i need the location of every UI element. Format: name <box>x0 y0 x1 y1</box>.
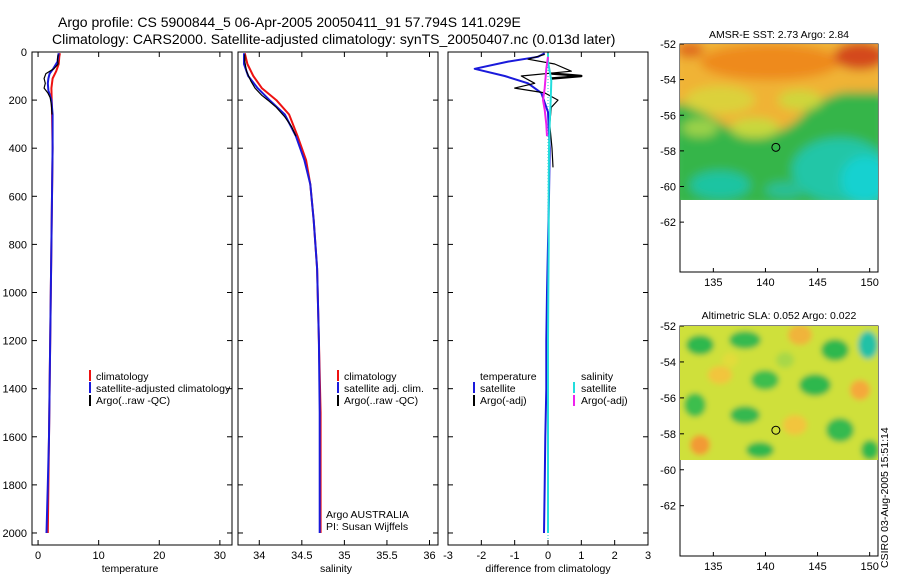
sla-lat-tick-label: -56 <box>660 393 676 405</box>
temperature-x-tick-label: 20 <box>153 550 165 562</box>
depth-tick-label: 1000 <box>3 287 27 299</box>
sla-lat-tick-label: -60 <box>660 465 676 477</box>
temperature-legend: climatology satellite-adjusted climatolo… <box>89 370 231 407</box>
depth-tick-label: 200 <box>9 95 27 107</box>
sst-lat-tick-label: -52 <box>660 39 676 51</box>
difference-x-tick-label: -3 <box>443 550 453 562</box>
temperature-x-tick-label: 30 <box>214 550 226 562</box>
sla-field <box>680 326 878 460</box>
temperature-x-tick-label: 0 <box>35 550 41 562</box>
legend-text-temperature-argo: Argo(-adj) <box>480 395 527 407</box>
salinity-x-tick-label: 36 <box>423 550 435 562</box>
sst-lat-tick-label: -60 <box>660 182 676 194</box>
salinity-x-tick-label: 34.5 <box>291 550 312 562</box>
depth-tick-label: 0 <box>21 47 27 59</box>
difference-x-tick-label: -1 <box>510 550 520 562</box>
salinity-x-tick-label: 35.5 <box>376 550 397 562</box>
sst-map-title: AMSR-E SST: 2.73 Argo: 2.84 <box>709 29 849 41</box>
salinity-series-satellite-adj-clim <box>243 53 321 533</box>
sst-lon-tick-label: 150 <box>860 277 878 289</box>
legend-text-argo: Argo(..raw -QC) <box>344 395 418 407</box>
salinity-x-tick-label: 35 <box>338 550 350 562</box>
temperature-series-argo-raw-qc <box>43 54 59 115</box>
argo-location-marker <box>771 142 781 152</box>
sst-lat-tick-label: -54 <box>660 75 676 87</box>
depth-tick-label: 1400 <box>3 384 27 396</box>
difference-x-tick-label: 0 <box>545 550 551 562</box>
sla-lat-tick-label: -62 <box>660 501 676 513</box>
legend-text-temperature-satellite: satellite <box>480 383 516 395</box>
title-line-2: Climatology: CARS2000. Satellite-adjuste… <box>52 31 615 47</box>
temperature-x-tick-label: 10 <box>93 550 105 562</box>
pi-annotation: PI: Susan Wijffels <box>326 521 408 533</box>
legend-text-climatology: climatology <box>96 371 149 383</box>
difference-x-tick-label: 3 <box>645 550 651 562</box>
difference-xlabel: difference from climatology <box>485 563 611 575</box>
legend-text-climatology: climatology <box>344 371 397 383</box>
salinity-axes-frame <box>237 51 439 546</box>
depth-tick-label: 1800 <box>3 480 27 492</box>
argo-location-marker <box>771 425 781 435</box>
sla-lon-tick-label: 145 <box>808 561 826 573</box>
depth-tick-label: 2000 <box>3 528 27 540</box>
difference-series-salinity-satellite <box>547 53 553 533</box>
sst-lon-tick-label: 140 <box>756 277 774 289</box>
difference-x-tick-label: 2 <box>612 550 618 562</box>
legend-text-satellite: satellite adj. clim. <box>344 383 424 395</box>
difference-legend: temperature satellite Argo(-adj) salinit… <box>473 371 628 407</box>
salinity-series-argo-raw-qc <box>244 54 297 137</box>
sst-lat-tick-label: -62 <box>660 217 676 229</box>
sla-lat-tick-label: -58 <box>660 429 676 441</box>
temperature-panel: 0 10 20 30 0 200 400 600 800 1000 1200 1400 1600 1800… <box>3 47 233 575</box>
sst-map-panel: 135 140 145 150 -52 -54 -56 -58 -60 -62 AMSR-E SS… <box>660 29 879 289</box>
depth-tick-label: 1200 <box>3 336 27 348</box>
difference-series-salinity-argo-adj <box>542 56 549 137</box>
sla-lon-tick-label: 150 <box>860 561 878 573</box>
salinity-legend: climatology satellite adj. clim. Argo(..… <box>337 370 424 407</box>
salinity-x-tick-label: 34 <box>253 550 265 562</box>
depth-tick-label: 400 <box>9 143 27 155</box>
sst-field <box>680 44 878 200</box>
depth-tick-label: 800 <box>9 239 27 251</box>
legend-text-satellite: satellite-adjusted climatology <box>96 383 231 395</box>
title-line-1: Argo profile: CS 5900844_5 06-Apr-2005 2… <box>58 14 521 30</box>
difference-x-tick-label: 1 <box>578 550 584 562</box>
sst-lat-tick-label: -56 <box>660 110 676 122</box>
sla-map-panel: 135 140 145 150 -52 -54 -56 -58 -60 -62 Altimetri… <box>660 310 879 573</box>
sla-lon-tick-label: 135 <box>704 561 722 573</box>
legend-text-salinity-argo: Argo(-adj) <box>581 395 628 407</box>
difference-x-tick-label: -2 <box>476 550 486 562</box>
sla-lat-tick-label: -54 <box>660 357 676 369</box>
argo-source-annotation: Argo AUSTRALIA <box>326 509 409 521</box>
sla-lon-tick-label: 140 <box>756 561 774 573</box>
legend-text-salinity-satellite: satellite <box>581 383 617 395</box>
depth-tick-label: 600 <box>9 191 27 203</box>
legend-temperature-heading: temperature <box>480 371 537 383</box>
salinity-xlabel: salinity <box>320 563 353 575</box>
legend-salinity-heading: salinity <box>581 371 614 383</box>
sst-lon-tick-label: 145 <box>808 277 826 289</box>
temperature-axes-frame <box>31 51 233 546</box>
sst-lat-tick-label: -58 <box>660 146 676 158</box>
difference-panel: -3 -2 -1 0 1 2 3 temperature satellite Argo(-a… <box>443 51 651 575</box>
difference-series-temperature-argo-thick <box>551 72 583 80</box>
sla-lat-tick-label: -52 <box>660 321 676 333</box>
sla-map-title: Altimetric SLA: 0.052 Argo: 0.022 <box>702 310 857 322</box>
salinity-panel: 34 34.5 35 35.5 36 climatology satellite adj… <box>237 51 439 575</box>
footer-timestamp: CSIRO 03-Aug-2005 15:51:14 <box>879 427 891 568</box>
sst-lon-tick-label: 135 <box>704 277 722 289</box>
temperature-xlabel: temperature <box>102 563 159 575</box>
depth-tick-label: 1600 <box>3 432 27 444</box>
legend-text-argo: Argo(..raw -QC) <box>96 395 170 407</box>
